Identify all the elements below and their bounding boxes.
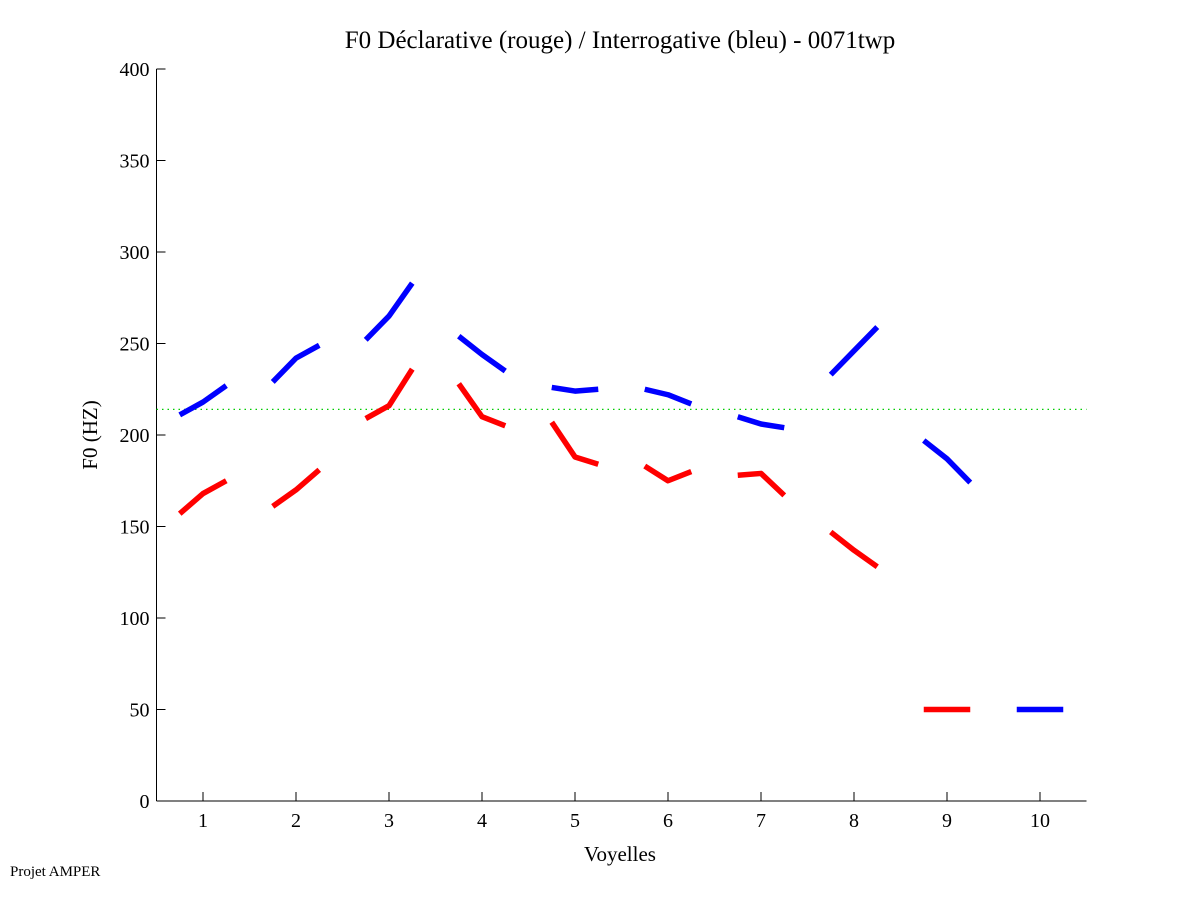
y-tick-label: 200 — [120, 425, 150, 447]
x-tick-label: 9 — [942, 810, 952, 832]
series-segment-déclarative — [737, 470, 787, 498]
x-tick-label: 2 — [291, 810, 301, 832]
series-segment-interrogative — [457, 334, 507, 374]
x-tick-label: 10 — [1030, 810, 1050, 832]
series-segment-déclarative — [177, 478, 228, 516]
y-tick-label: 250 — [120, 334, 150, 356]
data-marks — [156, 281, 1087, 713]
axes: 0 50 100 150 200 250 300 350 400 1 2 3 4 5 6 7 8 9 10 — [120, 59, 1087, 832]
x-tick-label: 6 — [663, 810, 673, 832]
x-tick-label: 5 — [570, 810, 580, 832]
series-segment-déclarative — [364, 367, 415, 421]
y-axis-label: F0 (HZ) — [78, 400, 102, 469]
series-segment-interrogative — [922, 438, 973, 485]
series-segment-interrogative — [363, 281, 415, 342]
y-tick-label: 100 — [120, 608, 150, 630]
series-segment-déclarative — [271, 467, 322, 509]
series-segment-déclarative — [829, 529, 879, 570]
x-tick-label: 1 — [198, 810, 208, 832]
series-segment-déclarative — [549, 420, 600, 467]
y-tick-label: 0 — [140, 791, 150, 813]
x-tick-label: 7 — [756, 810, 766, 832]
series-segment-interrogative — [551, 384, 599, 394]
series-segment-déclarative — [456, 382, 507, 429]
x-axis-label: Voyelles — [584, 842, 656, 866]
x-tick-label: 4 — [477, 810, 487, 832]
series-segment-interrogative — [828, 325, 880, 377]
y-tick-label: 50 — [130, 700, 150, 722]
y-tick-label: 150 — [120, 517, 150, 539]
x-tick-label: 3 — [384, 810, 394, 832]
series-segment-interrogative — [178, 383, 228, 418]
x-tick-label: 8 — [849, 810, 859, 832]
y-tick-label: 350 — [120, 151, 150, 173]
y-tick-label: 300 — [120, 242, 150, 264]
chart-title: F0 Déclarative (rouge) / Interrogative (… — [345, 27, 896, 54]
y-tick-label: 400 — [120, 59, 150, 81]
series-segment-déclarative — [643, 463, 693, 484]
series-segment-interrogative — [270, 342, 321, 384]
series-segment-interrogative — [736, 414, 785, 431]
footer-credit: Projet AMPER — [10, 864, 101, 880]
series-segment-interrogative — [644, 386, 693, 407]
